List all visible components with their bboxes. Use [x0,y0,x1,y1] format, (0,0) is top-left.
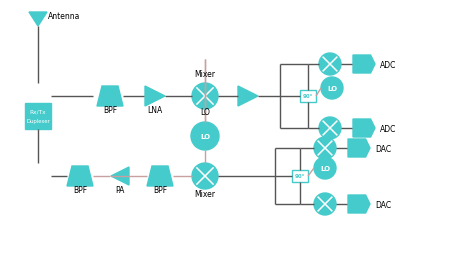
Text: PA: PA [115,185,125,194]
Polygon shape [238,87,258,107]
Bar [300,91,316,103]
Polygon shape [353,120,375,137]
Polygon shape [147,166,173,186]
Text: Mixer: Mixer [194,70,216,79]
Circle shape [319,54,341,76]
Text: Rx/Tx: Rx/Tx [30,109,46,114]
Bar [292,170,308,182]
Text: BPF: BPF [153,185,167,194]
Circle shape [314,137,336,159]
Text: ADC: ADC [380,60,396,69]
Polygon shape [29,13,47,27]
Text: LNA: LNA [147,106,163,115]
Circle shape [314,193,336,215]
Bar [25,104,51,130]
Polygon shape [97,87,123,107]
Text: Mixer: Mixer [194,189,216,198]
Polygon shape [348,139,370,157]
Circle shape [192,163,218,189]
Polygon shape [353,56,375,74]
Text: Antenna: Antenna [48,11,81,20]
Polygon shape [145,87,165,107]
Circle shape [192,84,218,109]
Text: Duplexer: Duplexer [26,118,50,123]
Text: DAC: DAC [375,200,391,209]
Text: DAC: DAC [375,144,391,153]
Circle shape [191,122,219,150]
Text: ADC: ADC [380,124,396,133]
Text: LO: LO [200,133,210,139]
Circle shape [319,118,341,139]
Text: 90°: 90° [295,174,305,179]
Text: LO: LO [320,165,330,171]
Circle shape [321,78,343,100]
Text: 90°: 90° [303,94,313,99]
Polygon shape [348,195,370,213]
Polygon shape [111,167,129,185]
Circle shape [314,157,336,179]
Polygon shape [67,166,93,186]
Text: BPF: BPF [73,185,87,194]
Text: LO: LO [327,86,337,92]
Text: LO: LO [200,108,210,117]
Text: BPF: BPF [103,106,117,115]
